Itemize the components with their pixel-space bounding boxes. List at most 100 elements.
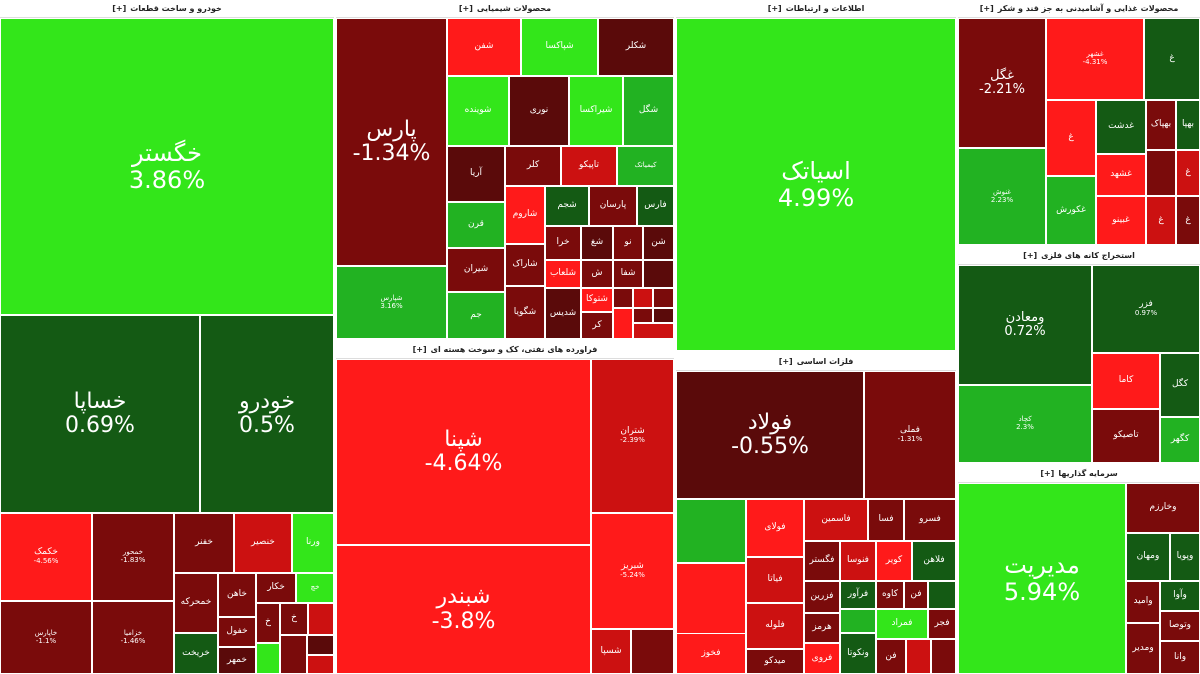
stock-tile[interactable]: شتران -2.39% [591,359,674,513]
stock-tile[interactable]: فزرین [804,581,840,613]
stock-tile[interactable]: خودرو 0.5% [200,315,334,513]
stock-tile[interactable]: شگویا [505,286,545,339]
stock-tile[interactable]: غشهر -4.31% [1046,18,1144,100]
stock-tile[interactable]: شغ [581,226,613,260]
stock-tile[interactable]: غکورش [1046,176,1096,245]
stock-tile[interactable]: ومهان [1126,533,1170,581]
expand-button[interactable]: [+] [458,4,473,13]
stock-tile[interactable]: خ [280,603,308,635]
stock-tile[interactable] [633,288,653,308]
stock-tile[interactable]: کاما [1092,353,1160,409]
stock-tile[interactable]: بهپاک [1146,100,1176,150]
stock-tile[interactable] [928,581,956,609]
stock-tile[interactable]: فن [876,639,906,674]
stock-tile[interactable]: وامید [1126,581,1160,623]
stock-tile[interactable]: کویر [876,541,912,581]
stock-tile[interactable]: غشهد [1096,154,1146,196]
stock-tile[interactable]: ومدیر [1126,623,1160,674]
sector-header[interactable]: فراورده های نفتی، کک و سوخت هسته ای [+] [336,341,674,359]
stock-tile[interactable]: فولای [746,499,804,557]
stock-tile[interactable]: خچ [296,573,334,603]
stock-tile[interactable]: کگل [1160,353,1200,417]
stock-tile[interactable]: شجم [545,186,589,226]
stock-tile[interactable]: فلاهن [912,541,956,581]
stock-tile[interactable]: شسپا [591,629,631,674]
stock-tile[interactable]: شاراک [505,244,545,286]
stock-tile[interactable]: شتوکا [581,288,613,312]
stock-tile[interactable]: خفول [218,617,256,647]
stock-tile[interactable]: جم [447,292,505,339]
stock-tile[interactable]: کلر [505,146,561,186]
stock-tile[interactable] [653,288,674,308]
stock-tile[interactable]: تاصیکو [1092,409,1160,463]
stock-tile[interactable] [631,629,674,674]
stock-tile[interactable]: فمراد [876,609,928,639]
stock-tile[interactable]: غبینو [1096,196,1146,245]
stock-tile[interactable]: شاروم [505,186,545,244]
stock-tile[interactable]: فن [904,581,928,609]
stock-tile[interactable]: خساپا 0.69% [0,315,200,513]
sector-header[interactable]: استخراج کانه های فلزی [+] [958,247,1200,265]
stock-tile[interactable]: آریا [447,146,505,202]
stock-tile[interactable]: خاپارس -1.1% [0,601,92,674]
stock-tile[interactable] [1146,150,1176,196]
stock-tile[interactable]: فسا [868,499,904,541]
stock-tile[interactable]: خرا [545,226,581,260]
stock-tile[interactable] [840,609,876,633]
stock-tile[interactable]: مدیریت 5.94% [958,483,1126,674]
stock-tile[interactable] [653,308,674,323]
sector-header[interactable]: اطلاعات و ارتباطات [+] [676,0,956,18]
stock-tile[interactable]: بهپا [1176,100,1200,150]
stock-tile[interactable]: کاوه [876,581,904,609]
stock-tile[interactable]: خزامیا -1.46% [92,601,174,674]
stock-tile[interactable]: فروی [804,643,840,674]
stock-tile[interactable] [676,499,746,563]
stock-tile[interactable] [906,639,931,674]
stock-tile[interactable]: خمحرکه [174,573,218,633]
stock-tile[interactable] [633,323,674,339]
stock-tile[interactable]: خفنر [174,513,234,573]
stock-tile[interactable]: وپویا [1170,533,1200,581]
stock-tile[interactable]: غ [1144,18,1200,100]
stock-tile[interactable] [931,639,956,674]
stock-tile[interactable]: فسرو [904,499,956,541]
stock-tile[interactable]: خمهر [218,647,256,674]
stock-tile[interactable]: غدشت [1096,100,1146,154]
expand-button[interactable]: [+] [112,4,127,13]
stock-tile[interactable]: فلوله [746,603,804,649]
stock-tile[interactable] [307,655,334,674]
stock-tile[interactable] [643,260,674,288]
stock-tile[interactable]: خ [256,603,280,643]
stock-tile[interactable]: خکار [256,573,296,603]
sector-header[interactable]: سرمایه گذاریها [+] [958,465,1200,483]
stock-tile[interactable] [307,635,334,655]
stock-tile[interactable]: فگستر [804,541,840,581]
stock-tile[interactable]: شبریز -5.24% [591,513,674,629]
stock-tile[interactable] [256,643,280,674]
stock-tile[interactable]: فارس [637,186,674,226]
stock-tile[interactable]: خاهن [218,573,256,617]
stock-tile[interactable] [308,603,334,635]
stock-tile[interactable]: غنوش 2.23% [958,148,1046,245]
stock-tile[interactable]: کر [581,312,613,339]
stock-tile[interactable]: شفن [447,18,521,76]
stock-tile[interactable]: فخوز [676,633,746,674]
stock-tile[interactable]: غ [1176,150,1200,196]
stock-tile[interactable]: پارس -1.34% [336,18,447,266]
stock-tile[interactable]: تاپیکو [561,146,617,186]
stock-tile[interactable]: شدیس [545,288,581,339]
sector-header[interactable]: خودرو و ساخت قطعات [+] [0,0,334,18]
stock-tile[interactable]: ش [581,260,613,288]
stock-tile[interactable]: خنصیر [234,513,292,573]
stock-tile[interactable]: شکلر [598,18,674,76]
stock-tile[interactable] [613,308,633,339]
stock-tile[interactable]: ومعادن 0.72% [958,265,1092,385]
stock-tile[interactable]: شیراکسا [569,76,623,146]
stock-tile[interactable]: شفا [613,260,643,288]
sector-header[interactable]: محصولات شیمیایی [+] [336,0,674,18]
stock-tile[interactable]: شوینده [447,76,509,146]
stock-tile[interactable]: غ [1146,196,1176,245]
expand-button[interactable]: [+] [979,4,994,13]
stock-tile[interactable]: خریخت [174,633,218,674]
stock-tile[interactable]: ونکوتا [840,633,876,674]
